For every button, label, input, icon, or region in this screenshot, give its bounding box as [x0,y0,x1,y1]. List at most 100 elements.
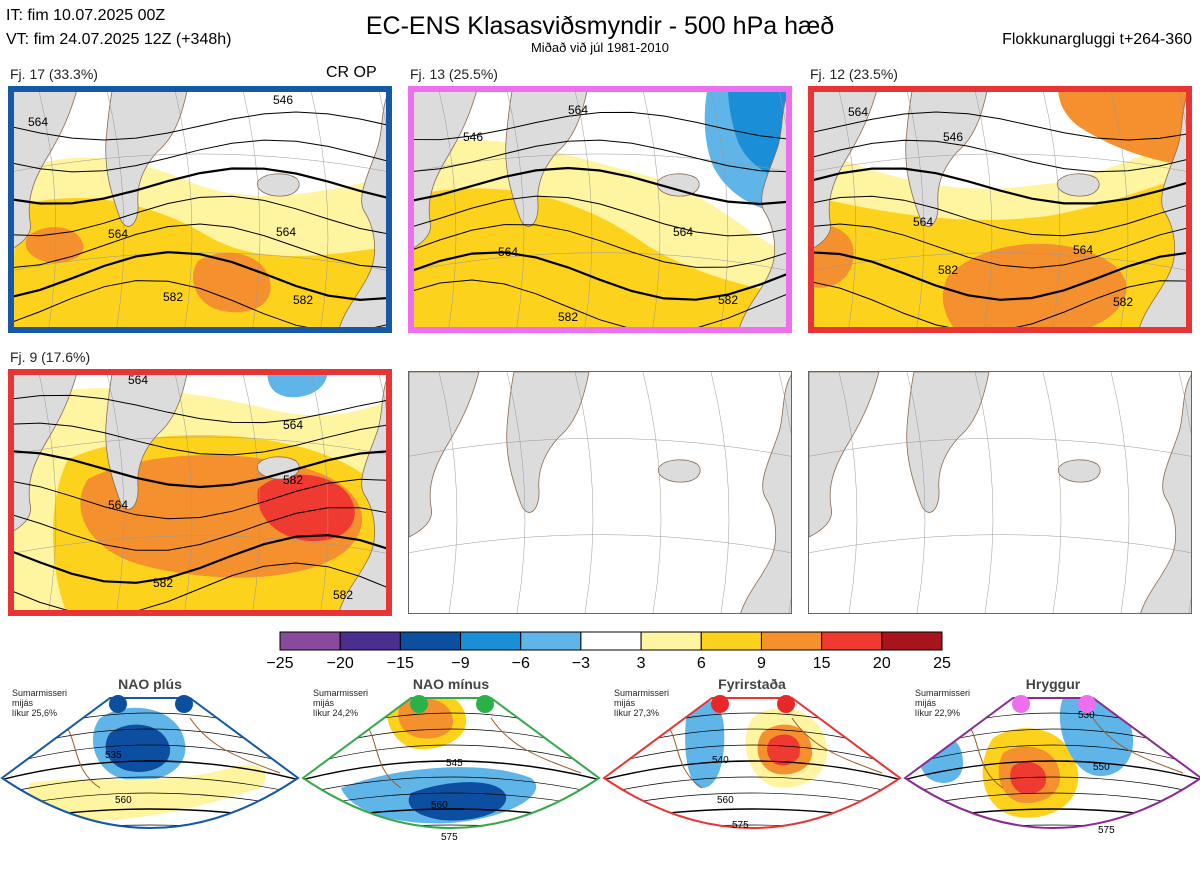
colorbar-bin [460,631,522,651]
cluster-map-svg: 564 564 582 582 582 564 [8,369,392,616]
regime-contour-label: 560 [115,795,132,806]
regime-contour [2,760,298,781]
height-contour [408,279,792,333]
regime-info-line: líkur 25,6% [12,708,58,718]
regime-panel: 535 560 NAO plús Sumarmisseri mijás líkur 25,… [0,672,300,871]
height-contour [8,507,392,551]
contour-label: 564 [568,103,588,117]
contour-label: 546 [943,130,963,144]
regime-contour [0,841,300,850]
land-mass [1057,459,1101,483]
panel-4-label: Fj. 9 (17.6%) [10,349,91,365]
height-contour [408,195,792,237]
graticule-line [1178,372,1191,613]
regime-contour [604,824,900,828]
anomaly-area [257,474,355,542]
colorbar-bin [881,631,943,651]
height-contour [808,251,1192,301]
graticule-line [8,535,392,555]
contour-label: 564 [108,498,128,512]
regime-info-line: mijás [614,698,636,708]
graticule-line [1109,86,1129,333]
graticule-line [905,86,925,333]
contour-label: 564 [498,245,518,259]
colorbar-bin [640,631,702,651]
contour-label: 564 [28,115,48,129]
colorbar-tick-label: 20 [872,655,891,672]
panel-1-label: Fj. 17 (33.3%) [10,66,98,82]
regime-info: Sumarmisseri mijás líkur 27,3% [614,688,669,718]
colorbar-tick-label: −9 [451,655,470,672]
graticule-line [377,86,392,333]
contour-label: 564 [913,215,933,229]
regime-contour-label: 540 [712,755,729,766]
regime-contour [604,760,900,781]
graticule-line [8,436,392,456]
land-mass [408,86,479,252]
land-mass [1137,86,1192,333]
graticule-line [777,86,792,333]
regime-info-line: líkur 24,2% [313,708,359,718]
graticule-line [506,372,526,613]
colorbar-bin [700,631,762,651]
colorbar-tick-label: −3 [571,655,591,672]
cluster-border [808,86,1192,333]
cluster-border [8,86,392,333]
issue-time: IT: fim 10.07.2025 00Z [6,7,166,24]
colorbar-tick-label: 9 [757,655,766,672]
land-mass [8,369,79,535]
cluster-map-1: 546 564 564 582 582 564 [8,86,392,333]
regime-dot [109,695,127,713]
height-contour [8,449,392,489]
land-mass [506,372,590,513]
graticule-line [173,369,193,616]
empty-map-5 [408,371,792,614]
regime-map-svg: 545 560 575 [301,695,601,843]
regime-contour [602,841,902,850]
contour-label: 582 [153,576,173,590]
contour-label: 564 [108,227,128,241]
regime-anomaly [685,699,725,788]
regime-info-line: mijás [915,698,937,708]
regime-contour [903,841,1200,850]
colorbar-bin [279,631,341,651]
classification-window: Flokkunargluggi t+264-360 [1002,31,1192,48]
regime-contour [905,760,1200,781]
graticule-line [241,86,261,333]
graticule-line [309,86,329,333]
regime-anomaly [767,734,800,766]
regime-border [903,697,1200,829]
regime-map-svg: 530 550 575 [903,695,1200,850]
contour-label: 564 [673,225,693,239]
regime-dot [476,695,494,713]
contour-label: 564 [283,418,303,432]
graticule-line [438,372,458,613]
height-contour [408,139,792,173]
graticule-line [8,252,392,272]
graticule-line [409,438,791,457]
regime-title: NAO mínus [412,676,490,692]
land-mass [737,86,792,333]
graticule-line [809,438,1191,457]
panel-1-tag: CR OP [326,64,377,81]
height-contour [8,562,392,616]
regime-info-line: mijás [12,698,34,708]
height-contour [8,250,392,302]
height-contour [408,224,792,268]
colorbar-tick-label: 25 [933,655,951,672]
colorbar-bin [520,631,582,651]
land-mass [256,173,300,197]
anomaly-area [193,252,271,313]
graticule-line [437,86,457,333]
land-mass [906,372,990,513]
graticule-line [809,534,1191,553]
graticule-line [573,86,593,333]
page-subtitle: Miðað við júl 1981-2010 [530,40,670,55]
regime-contour-label: 560 [717,795,734,806]
regime-contour-label: 575 [1098,825,1115,836]
cluster-map-4: 564 564 582 582 582 564 [8,369,392,616]
colorbar-tick-label: −15 [386,655,414,672]
colorbar-tick-label: −6 [511,655,530,672]
regime-contour [905,776,1200,795]
graticule-line [408,153,792,173]
